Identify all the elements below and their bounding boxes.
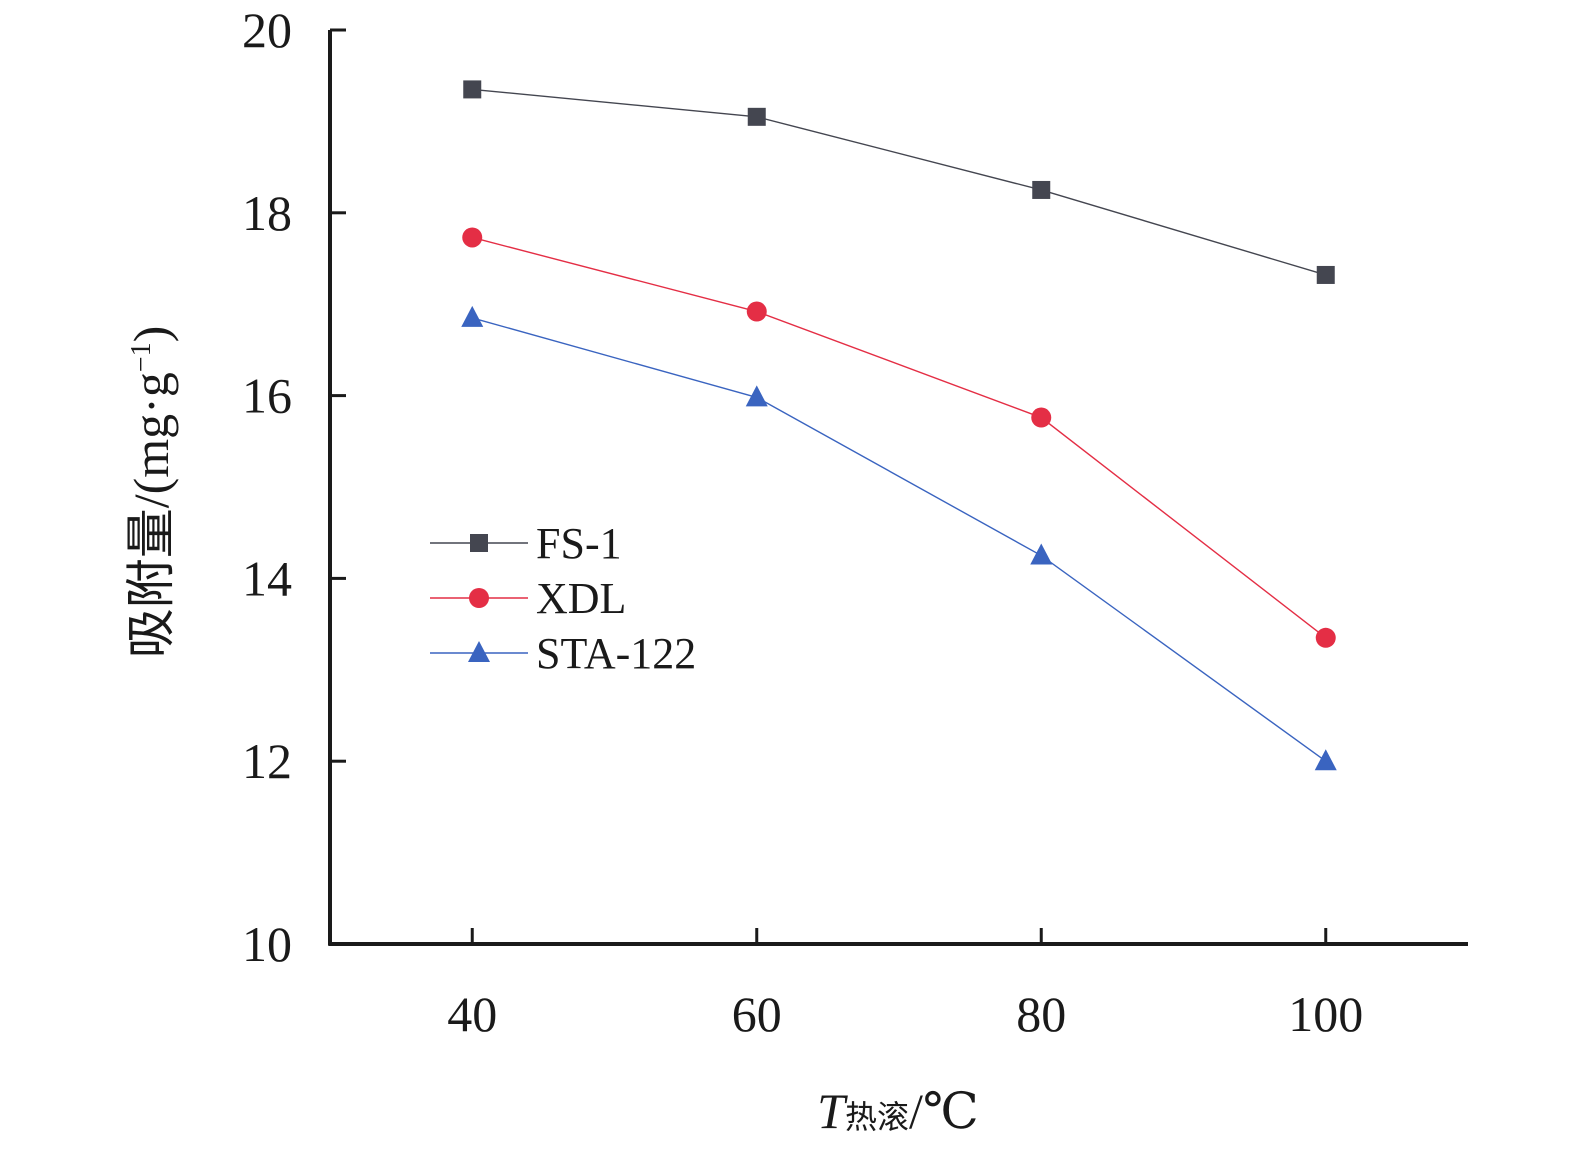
y-tick-label: 10 — [242, 916, 292, 972]
series-markers — [461, 80, 1337, 771]
x-tick-label: 60 — [732, 986, 782, 1042]
data-point-sta-122 — [461, 305, 484, 327]
series-lines — [472, 88, 1327, 762]
legend-label-xdl: XDL — [536, 574, 626, 623]
y-axis-title-sup: −1 — [126, 342, 157, 372]
data-point-fs-1 — [1032, 180, 1051, 199]
legend-marker-xdl — [469, 588, 489, 608]
data-point-sta-122 — [1030, 543, 1053, 565]
data-point-sta-122 — [745, 385, 768, 407]
y-tick-label: 16 — [242, 368, 292, 424]
x-tick-label: 80 — [1016, 986, 1066, 1042]
y-tick-label: 18 — [242, 185, 292, 241]
series-line-fs-1 — [472, 88, 1326, 276]
y-tick-label: 14 — [242, 550, 292, 606]
y-tick-label: 20 — [242, 2, 292, 58]
series-line-sta-122 — [472, 317, 1327, 762]
legend-label-sta-122: STA-122 — [536, 629, 696, 678]
data-point-fs-1 — [1316, 265, 1335, 284]
y-axis-title-main: 吸附量/(mg·g — [123, 372, 179, 658]
data-point-xdl — [1315, 627, 1336, 648]
x-tick-label: 40 — [447, 986, 497, 1042]
series-line-xdl — [472, 236, 1327, 639]
data-point-xdl — [462, 227, 483, 248]
tick-labels: 10 12 14 16 18 20 40 60 80 100 — [242, 2, 1363, 1042]
data-point-xdl — [746, 301, 767, 322]
data-point-sta-122 — [1314, 749, 1337, 771]
data-point-fs-1 — [463, 80, 482, 99]
x-tick-label: 100 — [1288, 986, 1363, 1042]
axes — [328, 28, 1468, 946]
data-point-xdl — [1031, 407, 1052, 428]
y-axis-title: 吸附量/(mg·g−1) — [123, 326, 179, 659]
legend-label-fs-1: FS-1 — [536, 519, 622, 568]
y-axis-title-close: ) — [123, 326, 179, 343]
x-axis-title-sub: 热滚 — [845, 1099, 909, 1135]
data-point-fs-1 — [747, 107, 766, 126]
x-axis-title: T热滚/℃ — [817, 1083, 979, 1139]
legend-marker-fs-1 — [470, 534, 488, 552]
y-tick-label: 12 — [242, 733, 292, 789]
legend-marker-sta-122 — [468, 641, 490, 662]
x-axis-title-main: T — [817, 1083, 848, 1139]
legend: FS-1 XDL STA-122 — [430, 519, 696, 678]
x-axis-title-unit: /℃ — [909, 1083, 979, 1139]
